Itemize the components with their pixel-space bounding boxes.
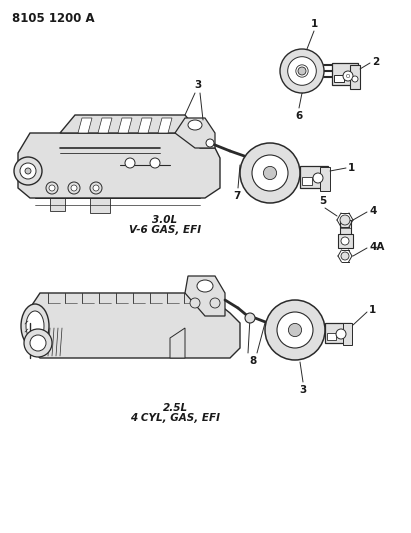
Bar <box>334 75 344 82</box>
Circle shape <box>343 71 353 81</box>
Circle shape <box>210 298 220 308</box>
Bar <box>350 65 360 89</box>
Polygon shape <box>175 118 215 148</box>
Bar <box>332 63 358 85</box>
Polygon shape <box>50 198 65 211</box>
Circle shape <box>68 182 80 194</box>
Text: 4: 4 <box>369 206 376 216</box>
Circle shape <box>240 143 300 203</box>
Circle shape <box>252 155 288 191</box>
Polygon shape <box>138 118 152 133</box>
Ellipse shape <box>26 311 44 341</box>
Circle shape <box>263 166 277 180</box>
Text: 3: 3 <box>194 80 202 90</box>
Circle shape <box>46 182 58 194</box>
Text: 3.0L: 3.0L <box>152 215 178 225</box>
Circle shape <box>280 49 324 93</box>
Polygon shape <box>185 276 225 316</box>
Text: 4A: 4A <box>369 242 384 252</box>
Circle shape <box>24 329 52 357</box>
Text: 1: 1 <box>369 305 376 315</box>
Text: 2: 2 <box>372 57 379 67</box>
Bar <box>325 323 351 343</box>
Circle shape <box>206 139 214 147</box>
Text: O: O <box>346 74 350 78</box>
Circle shape <box>277 312 313 348</box>
Polygon shape <box>78 118 92 133</box>
Bar <box>340 220 351 236</box>
Bar <box>300 166 328 188</box>
Polygon shape <box>98 118 112 133</box>
Ellipse shape <box>197 280 213 292</box>
Text: 7: 7 <box>233 191 241 201</box>
Text: 6: 6 <box>296 111 302 121</box>
Text: 1: 1 <box>348 163 355 173</box>
Circle shape <box>20 163 36 179</box>
Text: 5: 5 <box>319 196 327 206</box>
Circle shape <box>352 76 358 82</box>
Polygon shape <box>118 118 132 133</box>
Circle shape <box>90 182 102 194</box>
Circle shape <box>289 324 302 337</box>
Ellipse shape <box>21 304 49 348</box>
Polygon shape <box>158 118 172 133</box>
Circle shape <box>30 335 46 351</box>
Bar <box>327 333 336 340</box>
Polygon shape <box>60 115 200 133</box>
Circle shape <box>288 56 316 85</box>
Polygon shape <box>18 133 220 198</box>
Circle shape <box>93 185 99 191</box>
Circle shape <box>265 300 325 360</box>
Circle shape <box>336 329 346 339</box>
Circle shape <box>190 298 200 308</box>
Circle shape <box>71 185 77 191</box>
Ellipse shape <box>188 120 202 130</box>
Bar <box>338 234 353 248</box>
Circle shape <box>313 173 323 183</box>
Bar <box>302 177 312 185</box>
Circle shape <box>25 168 31 174</box>
Text: 2.5L: 2.5L <box>162 403 187 413</box>
Circle shape <box>341 252 349 260</box>
Circle shape <box>49 185 55 191</box>
Text: V-6 GAS, EFI: V-6 GAS, EFI <box>129 225 201 235</box>
Text: 8: 8 <box>249 356 256 366</box>
Circle shape <box>150 158 160 168</box>
Bar <box>343 323 352 345</box>
Circle shape <box>341 237 349 245</box>
Text: 3: 3 <box>299 385 307 395</box>
Circle shape <box>298 67 306 75</box>
Text: 4 CYL, GAS, EFI: 4 CYL, GAS, EFI <box>130 413 220 423</box>
Circle shape <box>125 158 135 168</box>
Bar <box>320 167 330 191</box>
Circle shape <box>245 313 255 323</box>
Polygon shape <box>90 198 110 213</box>
Text: 8105 1200 A: 8105 1200 A <box>12 12 95 25</box>
Polygon shape <box>30 293 240 358</box>
Text: 1: 1 <box>310 19 318 29</box>
Circle shape <box>340 215 350 225</box>
Circle shape <box>14 157 42 185</box>
Polygon shape <box>170 328 185 358</box>
